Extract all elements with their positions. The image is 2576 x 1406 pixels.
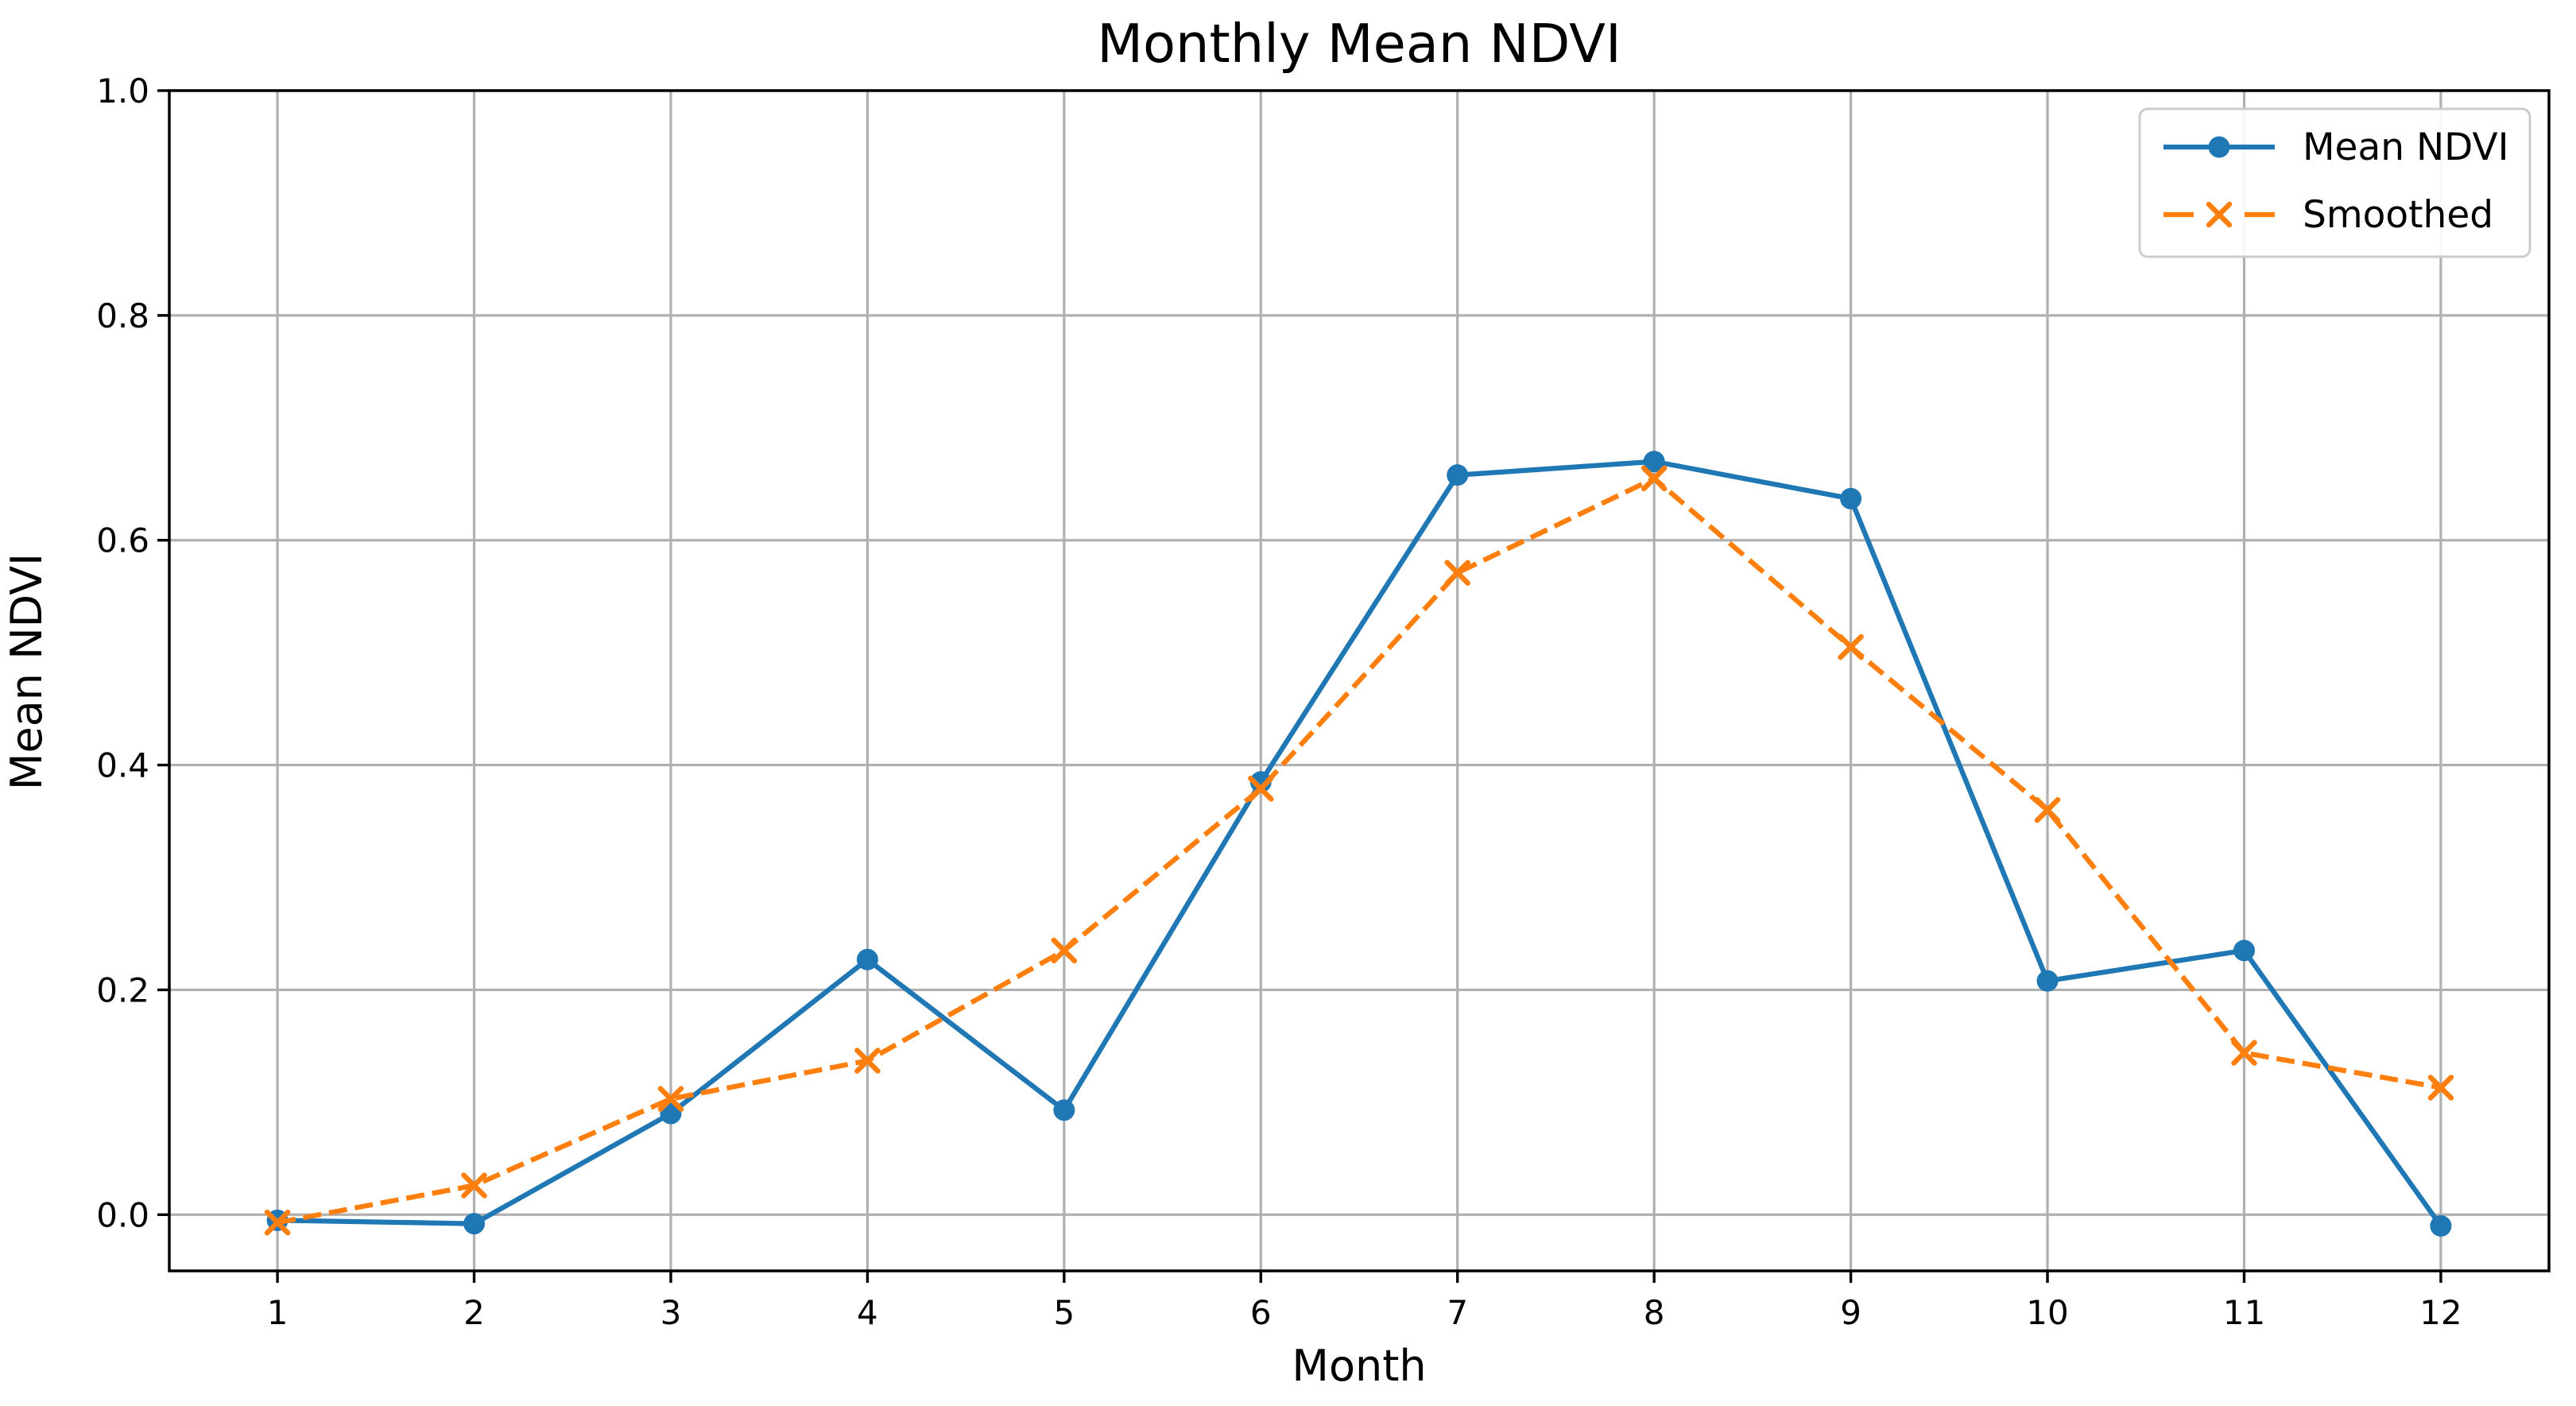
legend: Mean NDVI Smoothed	[2138, 107, 2531, 258]
data-point-circle	[856, 948, 878, 970]
x-tick-labels: 1 2 3 4 5 6 7 8 9 10 11 12	[267, 1293, 2462, 1332]
legend-entry: Mean NDVI	[2163, 126, 2509, 169]
data-point-circle	[1643, 451, 1665, 473]
data-point-x	[2206, 201, 2233, 228]
data-series	[264, 451, 2454, 1237]
data-point-x	[2427, 1075, 2454, 1101]
x-tick-label: 3	[660, 1293, 682, 1332]
data-point-circle	[463, 1213, 486, 1235]
y-tick-label: 0.8	[96, 296, 149, 335]
x-axis-label: Month	[1292, 1341, 1426, 1391]
series-mean-ndvi	[266, 451, 2452, 1237]
data-point-x	[854, 1048, 881, 1074]
data-point-x	[461, 1172, 487, 1199]
data-point-x	[1444, 560, 1470, 586]
data-point-circle	[1447, 464, 1469, 486]
plot-border	[168, 89, 2551, 1272]
legend-label: Mean NDVI	[2303, 126, 2509, 169]
x-tick-label: 4	[857, 1293, 878, 1332]
data-point-circle	[1053, 1099, 1075, 1121]
x-tick-label: 6	[1250, 1293, 1272, 1332]
x-tick-label: 5	[1053, 1293, 1075, 1332]
x-tick-label: 2	[463, 1293, 485, 1332]
data-point-x	[264, 1209, 291, 1236]
data-point-circle	[2233, 939, 2255, 962]
legend-label: Smoothed	[2303, 193, 2493, 237]
data-point-circle	[2208, 136, 2230, 158]
x-tick-label: 9	[1840, 1293, 1861, 1332]
x-tick-label: 8	[1644, 1293, 1665, 1332]
tick-marks	[157, 89, 2442, 1283]
chart-title: Monthly Mean NDVI	[1097, 13, 1621, 75]
x-tick-label: 7	[1447, 1293, 1468, 1332]
y-tick-label: 1.0	[96, 72, 149, 110]
data-point-circle	[1840, 487, 1862, 509]
data-point-x	[1051, 937, 1078, 964]
y-tick-labels: 0.0 0.2 0.4 0.6 0.8 1.0	[96, 72, 149, 1234]
x-tick-label: 10	[2026, 1293, 2068, 1332]
data-point-x	[2231, 1040, 2257, 1066]
data-point-x	[1641, 465, 1668, 492]
series-line	[277, 459, 2443, 1228]
y-tick-label: 0.4	[96, 746, 149, 785]
series-line	[277, 475, 2442, 1226]
data-point-circle	[1249, 771, 1272, 793]
legend-entry: Smoothed	[2163, 193, 2493, 237]
data-point-circle	[660, 1102, 682, 1125]
axes-spines	[168, 89, 2551, 1272]
data-point-circle	[2036, 970, 2059, 992]
data-point-x	[1248, 776, 1274, 802]
y-tick-label: 0.6	[96, 521, 149, 560]
data-point-x	[1838, 633, 1864, 660]
data-point-x	[657, 1086, 684, 1112]
y-tick-label: 0.2	[96, 970, 149, 1009]
y-tick-label: 0.0	[96, 1195, 149, 1234]
series-smoothed	[264, 465, 2454, 1236]
data-point-x	[2034, 796, 2061, 823]
x-tick-label: 1	[267, 1293, 289, 1332]
x-tick-label: 11	[2223, 1293, 2265, 1332]
x-tick-label: 12	[2419, 1293, 2462, 1332]
data-point-circle	[2430, 1214, 2452, 1237]
y-axis-label: Mean NDVI	[2, 553, 52, 790]
